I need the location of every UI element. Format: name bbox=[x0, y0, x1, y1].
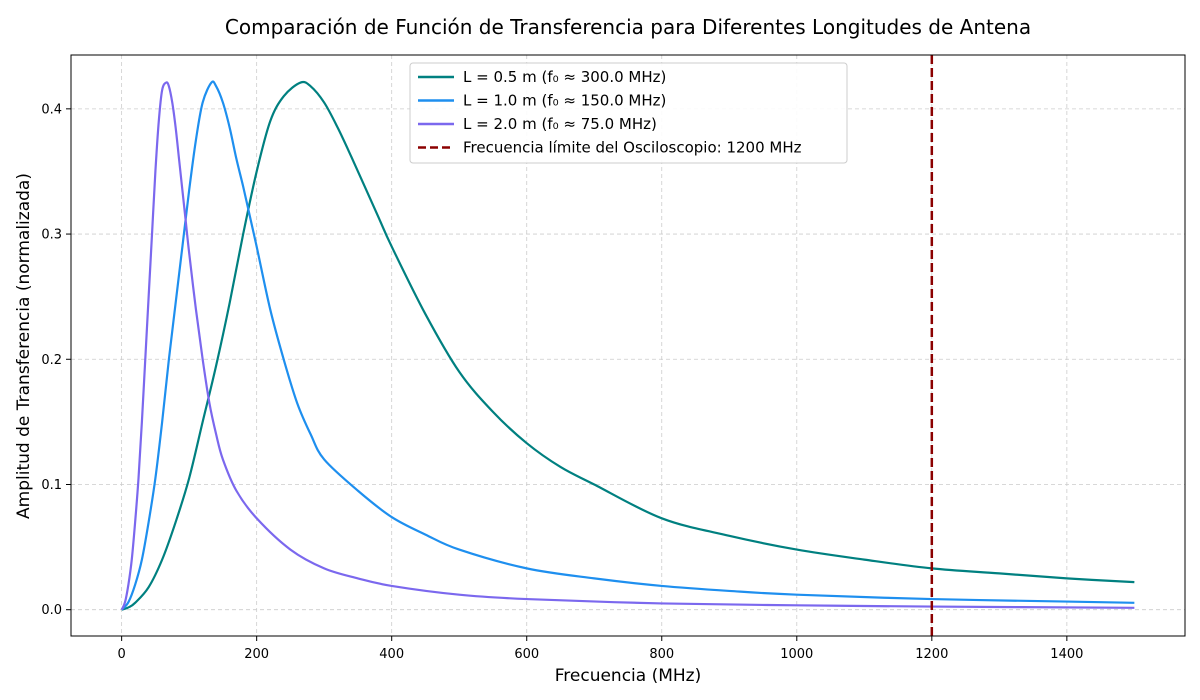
series-layer bbox=[120, 80, 1135, 611]
legend-label: L = 2.0 m (f₀ ≈ 75.0 MHz) bbox=[463, 115, 657, 133]
x-tick-label: 800 bbox=[649, 647, 674, 662]
legend-label: L = 0.5 m (f₀ ≈ 300.0 MHz) bbox=[463, 68, 666, 86]
x-tick-label: 0 bbox=[117, 647, 125, 662]
series-line-3 bbox=[120, 81, 1135, 611]
x-tick-label: 1000 bbox=[780, 647, 813, 662]
x-tick-label: 400 bbox=[379, 647, 404, 662]
series-line-1 bbox=[121, 80, 1135, 611]
y-tick-label: 0.2 bbox=[41, 353, 62, 368]
y-tick-label: 0.4 bbox=[41, 102, 62, 117]
y-axis-label: Amplitud de Transferencia (normalizada) bbox=[14, 173, 34, 519]
y-tick-label: 0.3 bbox=[41, 228, 62, 243]
y-tick-label: 0.0 bbox=[41, 603, 62, 618]
x-tick-label: 600 bbox=[514, 647, 539, 662]
legend-box bbox=[409, 62, 848, 164]
legend-label: L = 1.0 m (f₀ ≈ 150.0 MHz) bbox=[463, 92, 666, 110]
series-line-2 bbox=[120, 80, 1135, 611]
x-tick-label: 1200 bbox=[915, 647, 948, 662]
y-tick-label: 0.1 bbox=[41, 478, 62, 493]
plot-area-frame bbox=[70, 54, 1186, 637]
legend: L = 0.5 m (f₀ ≈ 300.0 MHz) L = 1.0 m (f₀ … bbox=[409, 62, 848, 164]
x-tick-label: 200 bbox=[244, 647, 269, 662]
x-tick-label: 1400 bbox=[1050, 647, 1083, 662]
legend-label: Frecuencia límite del Osciloscopio: 1200… bbox=[463, 139, 802, 157]
tick-layer: 0 200 400 600 800 1000 1200 1400 0.0 0.1 0.2 0.3 0.4 bbox=[41, 102, 1083, 662]
x-axis-label: Frecuencia (MHz) bbox=[555, 666, 702, 686]
chart-title: Comparación de Función de Transferencia … bbox=[225, 15, 1031, 39]
